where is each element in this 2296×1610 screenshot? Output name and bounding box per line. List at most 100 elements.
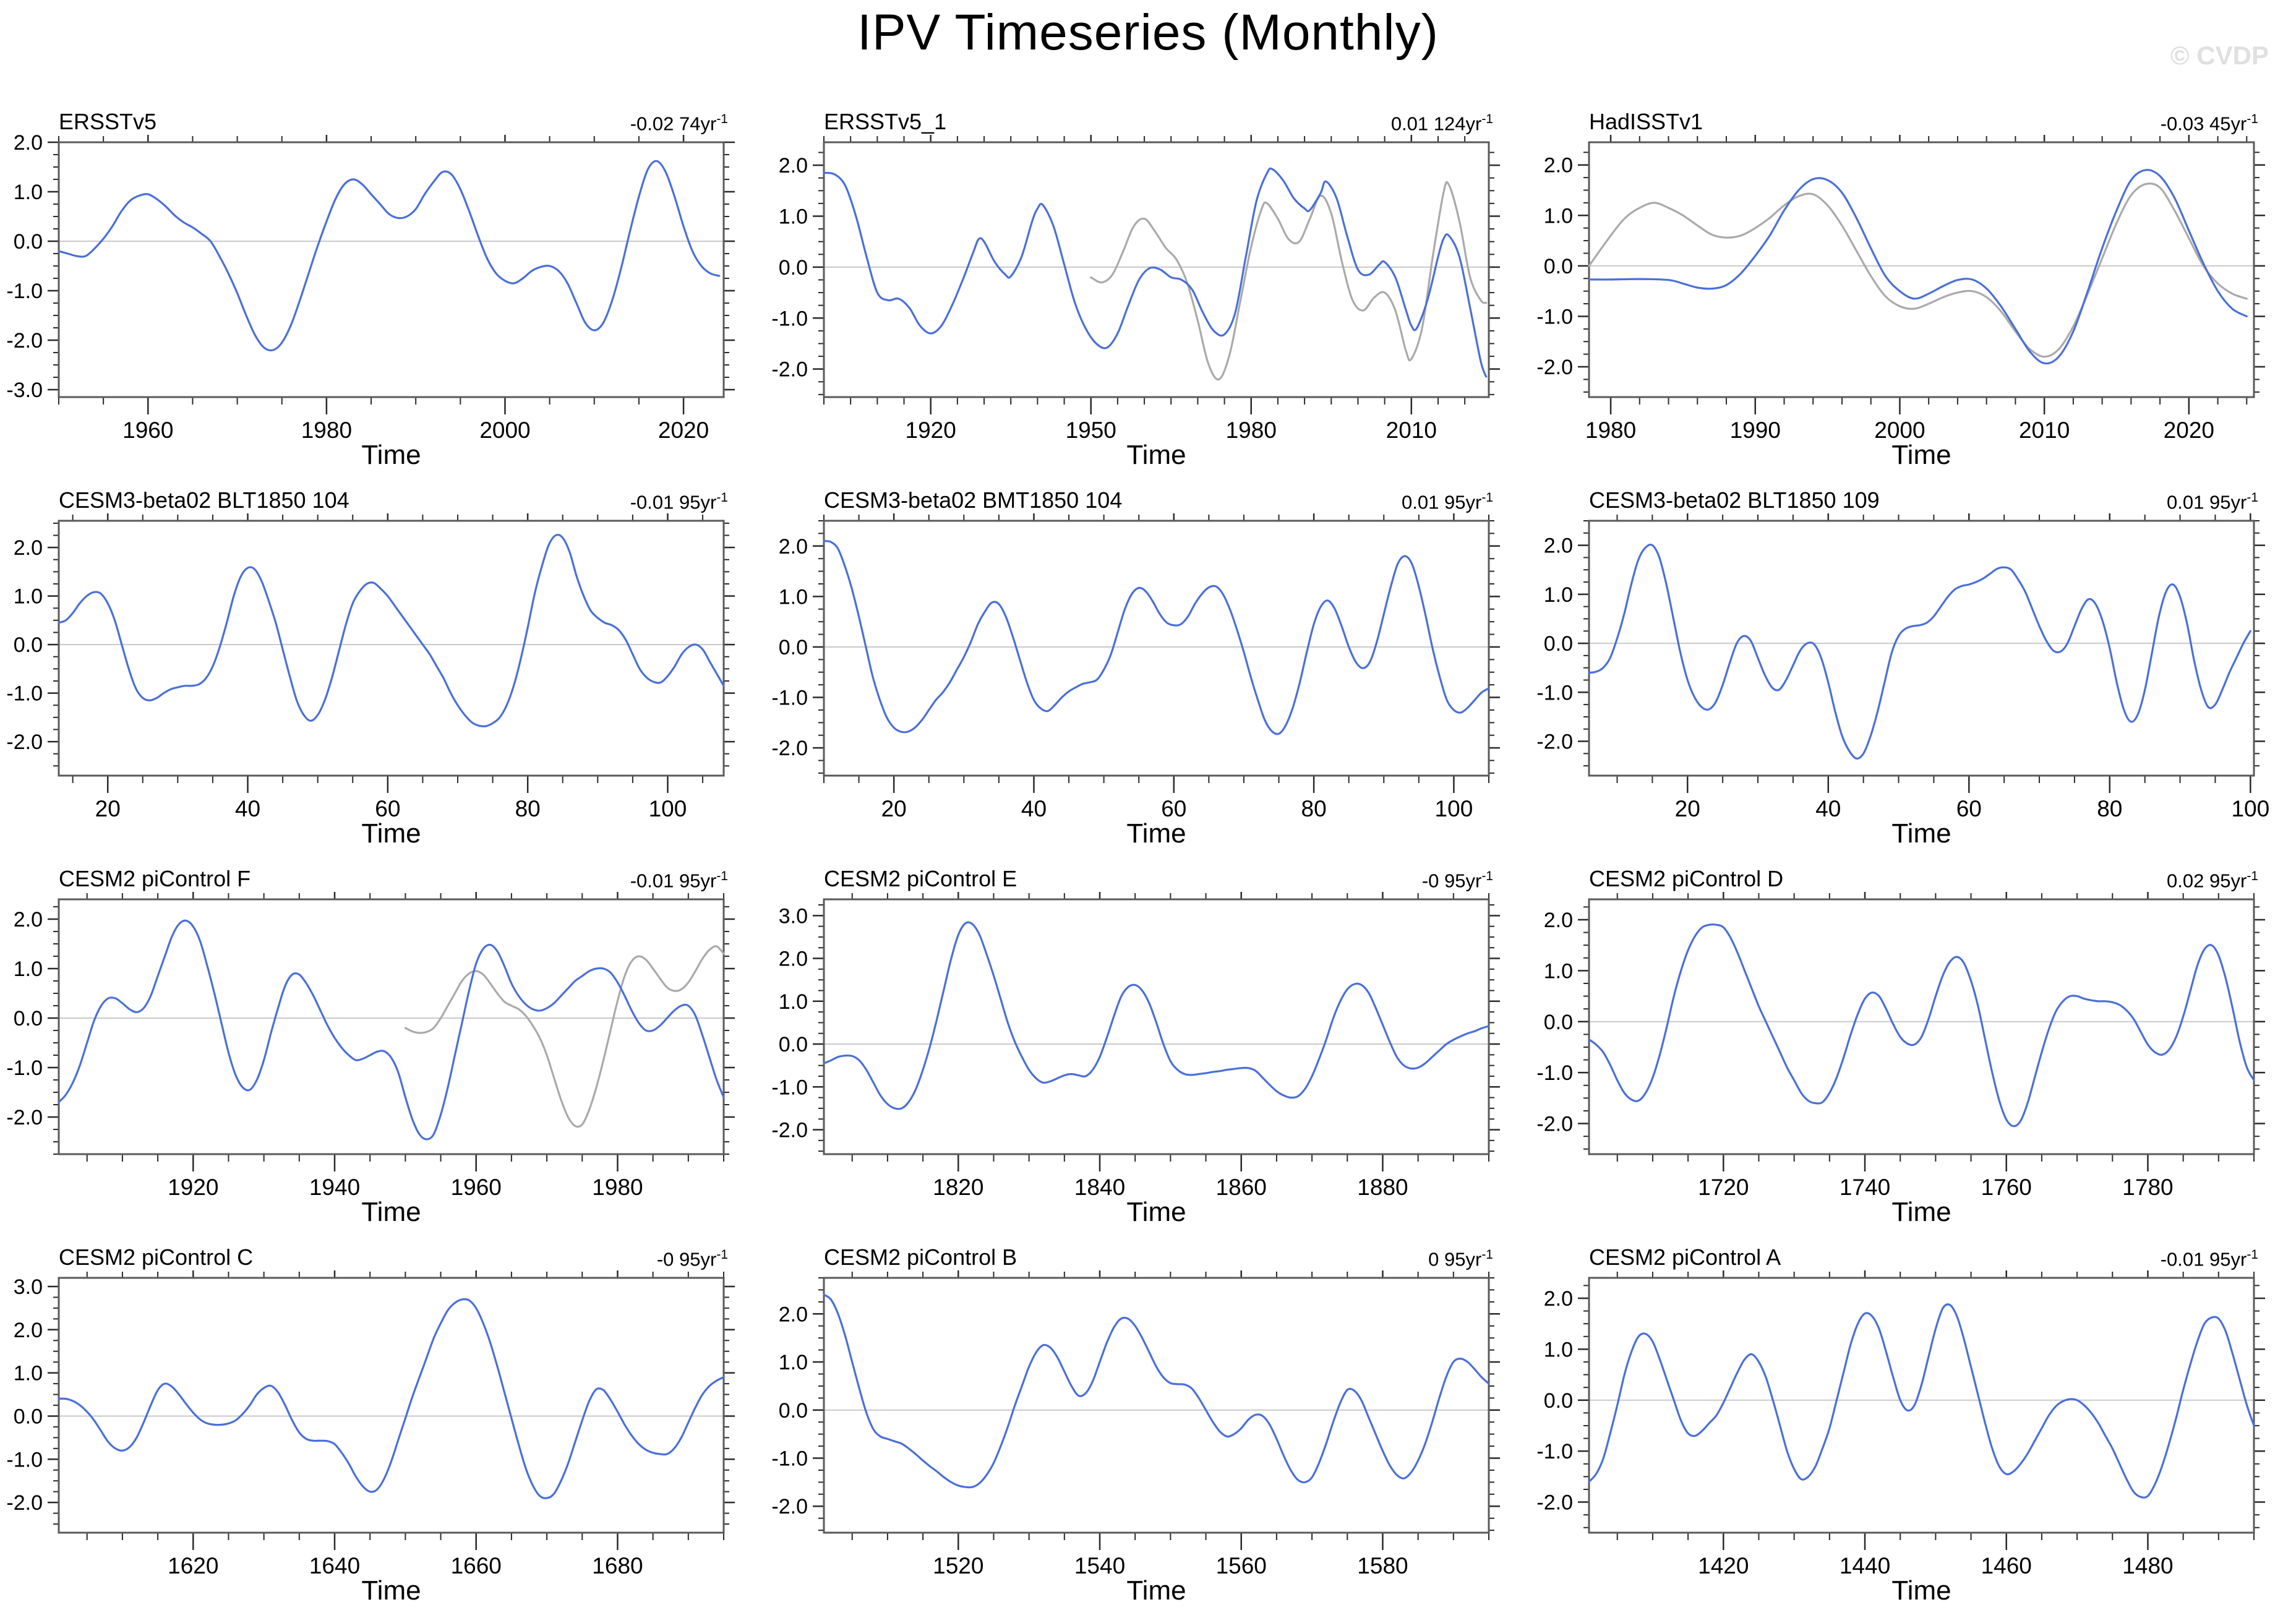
observations-line [1090, 181, 1488, 381]
x-tick-label: 20 [881, 796, 907, 821]
x-tick-label: 1540 [1074, 1553, 1125, 1578]
x-tick-label: 2000 [479, 417, 530, 443]
panel-header: ERSSTv5 -0.02 74yr-1 [0, 106, 765, 135]
y-tick-label: -2.0 [6, 730, 43, 754]
y-tick-label: -1.0 [1536, 305, 1573, 328]
x-tick-label: 1460 [1981, 1553, 2032, 1578]
trend-exponent: -1 [1481, 868, 1493, 883]
trend-annotation: -0.01 95yr-1 [630, 490, 728, 513]
y-tick-label: 1.0 [1544, 1338, 1573, 1361]
x-tick-label: 100 [649, 796, 687, 821]
x-axis-label: Time [1891, 1575, 1951, 1606]
trend-exponent: -1 [2247, 111, 2258, 126]
x-axis: 1720 1740 1760 1780 [1616, 886, 2255, 1200]
panel-plot: 1820 1840 1860 1880 3.0 2.0 1.0 0.0 -1.0 -2.0 Time [771, 886, 1500, 1227]
x-axis: 1920 1950 1980 2010 [823, 129, 1466, 443]
x-axis-label: Time [1126, 440, 1186, 470]
panel-plot: 1620 1640 1660 1680 3.0 2.0 1.0 0.0 -1.0 -2.0 Time [6, 1264, 735, 1606]
y-axis: 2.0 1.0 0.0 -1.0 -2.0 [1536, 520, 2265, 767]
panel-plot: 1920 1950 1980 2010 2.0 1.0 0.0 -1.0 -2.0 Time [771, 129, 1500, 470]
x-tick-label: 1990 [1730, 417, 1781, 443]
x-tick-label: 1920 [906, 417, 956, 443]
y-tick-label: -2.0 [6, 329, 43, 353]
x-tick-label: 1760 [1981, 1175, 2032, 1200]
observations-line [404, 945, 725, 1128]
x-axis: 20 40 60 80 100 [1616, 507, 2269, 821]
timeseries-panel-cesm3-beta02-blt1850-109: CESM3-beta02 BLT1850 109 0.01 95yr-1 20 40 6… [1530, 470, 2295, 849]
timeseries-panel-cesm2-picontrol-f: CESM2 piControl F -0.01 95yr-1 1920 1940 196… [0, 849, 765, 1227]
model-line [1588, 169, 2248, 365]
y-tick-label: -1.0 [6, 682, 43, 706]
x-axis-label: Time [1126, 818, 1186, 849]
y-tick-label: 2.0 [779, 1303, 808, 1326]
trend-exponent: -1 [2247, 868, 2258, 883]
x-tick-label: 1940 [309, 1175, 360, 1200]
x-tick-label: 1440 [1840, 1553, 1890, 1578]
x-tick-label: 20 [95, 796, 121, 821]
trend-exponent: -1 [1481, 1247, 1493, 1262]
panel-plot: 1960 1980 2000 2020 2.0 1.0 0.0 -1.0 -2.0 -3.0 Tim… [6, 129, 735, 470]
panel-plot: 1520 1540 1560 1580 2.0 1.0 0.0 -1.0 -2.0 Time [771, 1264, 1500, 1606]
y-tick-label: 2.0 [779, 535, 808, 559]
observations-line [1588, 182, 2248, 358]
panel-header: CESM2 piControl C -0 95yr-1 [0, 1242, 765, 1270]
trend-value: 0.01 95yr [1402, 491, 1482, 513]
panel-plot: 20 40 60 80 100 2.0 1.0 0.0 -1.0 -2.0 Time [771, 507, 1500, 849]
x-tick-label: 1480 [2122, 1553, 2173, 1578]
y-tick-label: 1.0 [14, 181, 43, 204]
model-line [58, 1298, 725, 1499]
trend-exponent: -1 [716, 111, 728, 126]
panel-plot: 1980 1990 2000 2010 2020 2.0 1.0 0.0 -1.0 -2.0 Tim… [1536, 129, 2265, 470]
panel-header: ERSSTv5_1 0.01 124yr-1 [765, 106, 1530, 135]
trend-value: -0.02 74yr [630, 113, 717, 134]
x-axis-label: Time [1126, 1575, 1186, 1606]
x-axis-label: Time [1891, 440, 1951, 470]
trend-value: -0 95yr [1421, 870, 1482, 891]
timeseries-panel-grid: ERSSTv5 -0.02 74yr-1 1960 1980 2000 2020 2.0 1.… [0, 92, 2295, 1606]
plot-frame [58, 520, 725, 777]
y-tick-label: 0.0 [1544, 1389, 1573, 1413]
y-tick-label: -1.0 [6, 1056, 43, 1080]
panel-title: CESM2 piControl D [1589, 866, 1784, 891]
trend-annotation: -0.01 95yr-1 [630, 869, 728, 892]
timeseries-panel-cesm2-picontrol-b: CESM2 piControl B 0 95yr-1 1520 1540 1560 158… [765, 1227, 1530, 1606]
x-tick-label: 1920 [168, 1175, 218, 1200]
x-tick-label: 1960 [451, 1175, 502, 1200]
y-tick-label: 1.0 [779, 585, 808, 609]
panel-title: CESM2 piControl B [824, 1244, 1017, 1270]
model-line [58, 160, 721, 352]
trend-value: -0 95yr [656, 1248, 717, 1270]
timeseries-panel-cesm2-picontrol-a: CESM2 piControl A -0.01 95yr-1 1420 1440 146… [1530, 1227, 2295, 1606]
x-axis-label: Time [1891, 818, 1951, 849]
panel-title: CESM3-beta02 BLT1850 109 [1589, 487, 1880, 513]
panel-title: CESM2 piControl E [824, 866, 1017, 891]
y-tick-label: -1.0 [1536, 1061, 1573, 1085]
x-tick-label: 1560 [1216, 1553, 1267, 1578]
cvdp-watermark: © CVDP [2170, 41, 2269, 70]
y-tick-label: 1.0 [779, 205, 808, 228]
y-axis: 2.0 1.0 0.0 -1.0 -2.0 [6, 522, 735, 767]
trend-exponent: -1 [716, 868, 728, 883]
timeseries-panel-ersstv5: ERSSTv5 -0.02 74yr-1 1960 1980 2000 2020 2.0 1.… [0, 92, 765, 470]
x-tick-label: 60 [1956, 796, 1982, 821]
panel-title: CESM3-beta02 BMT1850 104 [824, 487, 1123, 513]
trend-annotation: -0.02 74yr-1 [630, 112, 728, 135]
panel-title: CESM3-beta02 BLT1850 104 [59, 487, 349, 513]
model-line [823, 1293, 1490, 1489]
timeseries-panel-ersstv5-1: ERSSTv5_1 0.01 124yr-1 1920 1950 1980 2010 2.0… [765, 92, 1530, 470]
y-tick-label: 2.0 [14, 536, 43, 560]
y-tick-label: 2.0 [779, 948, 808, 971]
timeseries-panel-cesm2-picontrol-e: CESM2 piControl E -0 95yr-1 1820 1840 1860 18… [765, 849, 1530, 1227]
y-tick-label: 0.0 [779, 1033, 808, 1056]
x-tick-label: 1520 [933, 1553, 983, 1578]
x-tick-label: 1420 [1698, 1553, 1749, 1578]
x-tick-label: 80 [2097, 796, 2122, 821]
panel-header: CESM2 piControl D 0.02 95yr-1 [1530, 863, 2295, 892]
y-tick-label: -2.0 [1536, 1113, 1573, 1136]
trend-value: -0.01 95yr [2160, 1248, 2247, 1270]
y-tick-label: 0.0 [1544, 632, 1573, 656]
x-axis-label: Time [1126, 1197, 1186, 1227]
x-tick-label: 100 [2231, 796, 2269, 821]
panel-title: CESM2 piControl A [1589, 1244, 1781, 1270]
y-tick-label: -1.0 [771, 1076, 808, 1099]
